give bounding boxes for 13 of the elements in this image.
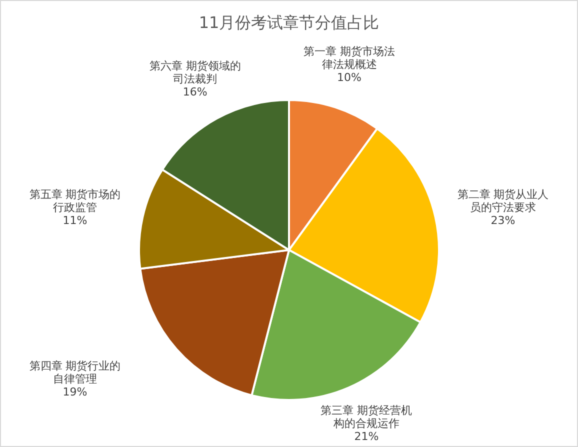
data-label: 21% <box>354 430 379 443</box>
data-label: 11% <box>62 214 88 227</box>
slice-label: 第三章 期货经营机构的合规运作 <box>320 404 412 430</box>
chart-title: 11月份考试章节分值占比 <box>198 13 380 32</box>
slice-label: 第一章 期货市场法律法规概述 <box>304 45 396 72</box>
slice-label: 第六章 期货领域的司法裁判 <box>149 60 241 86</box>
data-label: 23% <box>490 214 516 227</box>
data-label: 16% <box>182 86 208 99</box>
slice-label: 第二章 期货从业人员的守法要求 <box>457 188 549 214</box>
slice-label: 第五章 期货市场的行政监管 <box>29 188 121 214</box>
slice-label: 第四章 期货行业的自律管理 <box>29 359 121 386</box>
data-label: 10% <box>337 71 362 84</box>
data-label: 19% <box>62 385 88 398</box>
